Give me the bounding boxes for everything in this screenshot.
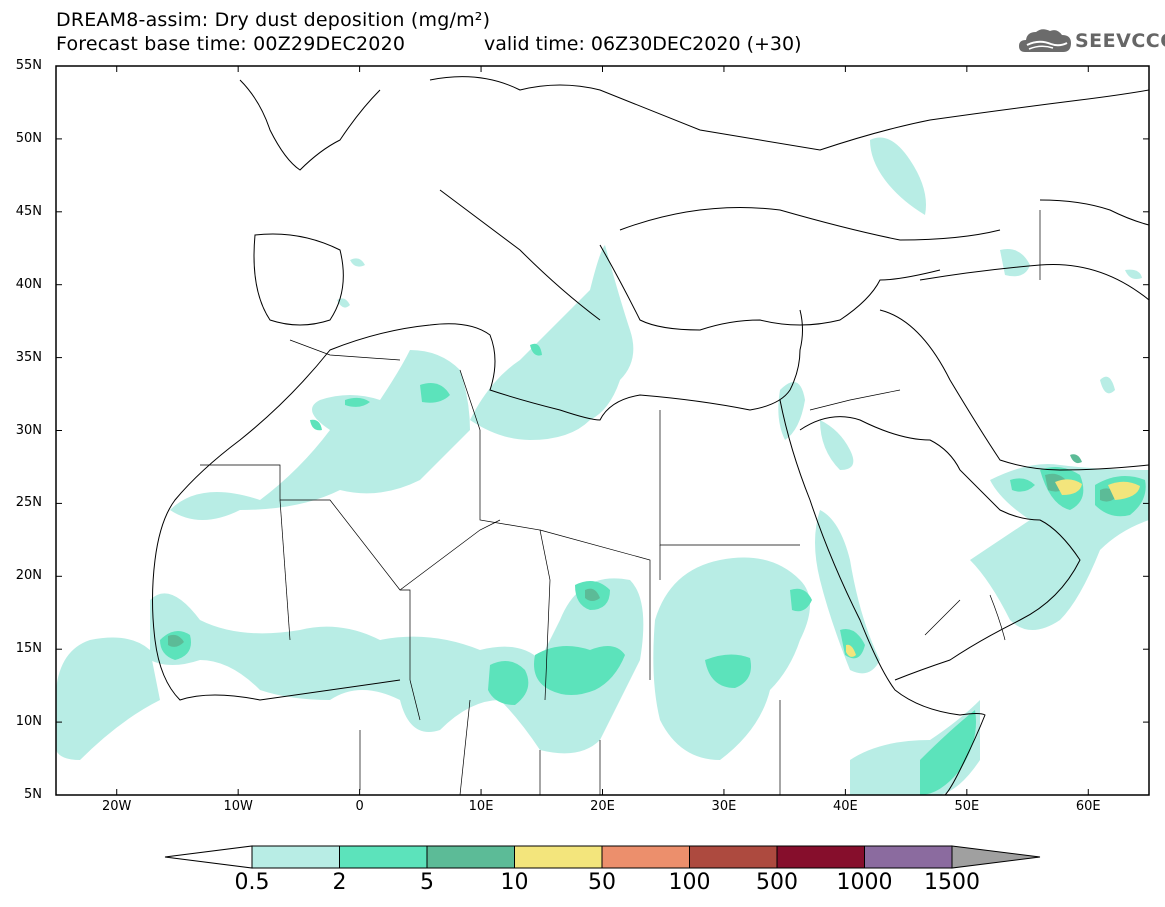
lat-label: 25N — [15, 495, 42, 511]
country-borders — [200, 210, 1041, 795]
colorbar-box — [864, 845, 953, 869]
dust-fields — [56, 76, 1149, 795]
lon-label: 30E — [711, 799, 737, 814]
dust-level-very-high — [846, 479, 1140, 657]
lat-label: 35N — [15, 349, 42, 365]
lon-label: 50E — [954, 799, 980, 814]
colorbar-box — [514, 845, 603, 869]
colorbar-box — [251, 845, 340, 869]
colorbar-label: 100 — [668, 870, 711, 895]
lon-label: 20E — [590, 799, 615, 814]
colorbar-label: 5 — [420, 870, 434, 895]
map-title: DREAM8-assim: Dry dust deposition (mg/m²… — [56, 9, 491, 31]
lat-label: 20N — [15, 568, 42, 584]
valid-time: valid time: 06Z30DEC2020 (+30) — [484, 33, 802, 55]
forecast-base-time: Forecast base time: 00Z29DEC2020 — [56, 33, 406, 55]
colorbar-box — [601, 845, 690, 869]
colorbar-label: 1000 — [836, 870, 893, 895]
dust-level-medium — [160, 343, 1146, 795]
colorbar-over-arrow — [951, 845, 1041, 869]
lat-label: 15N — [15, 641, 42, 657]
lon-label: 20W — [102, 799, 132, 814]
colorbar-label: 500 — [756, 870, 798, 895]
lat-label: 40N — [15, 276, 42, 292]
colorbar-box — [776, 845, 865, 869]
lat-label: 45N — [15, 203, 42, 219]
lat-label: 30N — [15, 422, 42, 438]
colorbar-box — [689, 845, 778, 869]
lat-label: 55N — [15, 58, 42, 73]
lat-label: 5N — [24, 787, 42, 802]
lon-label: 10E — [468, 799, 494, 814]
lat-label: 10N — [15, 714, 42, 730]
lat-label: 50N — [15, 130, 42, 146]
colorbar-under-arrow — [164, 845, 253, 869]
colorbar-boxes — [251, 845, 953, 869]
cloud-icon — [1019, 29, 1071, 52]
logo-text: SEEVCCC — [1075, 30, 1165, 52]
colorbar-box — [426, 845, 515, 869]
colorbar-label: 1500 — [924, 870, 980, 895]
seevccc-logo: SEEVCCC — [1017, 24, 1165, 58]
lon-label: 0 — [355, 799, 364, 814]
axis-ticks — [56, 65, 1149, 796]
lon-label: 60E — [1075, 799, 1101, 814]
colorbar-label: 10 — [500, 870, 529, 895]
colorbar-label: 0.5 — [234, 870, 270, 895]
coastlines — [152, 76, 1149, 795]
colorbar-box — [339, 845, 428, 869]
colorbar-label: 50 — [588, 870, 616, 895]
lon-label: 40E — [832, 799, 858, 814]
lon-label: 10W — [223, 799, 253, 814]
colorbar-label: 2 — [332, 870, 347, 895]
